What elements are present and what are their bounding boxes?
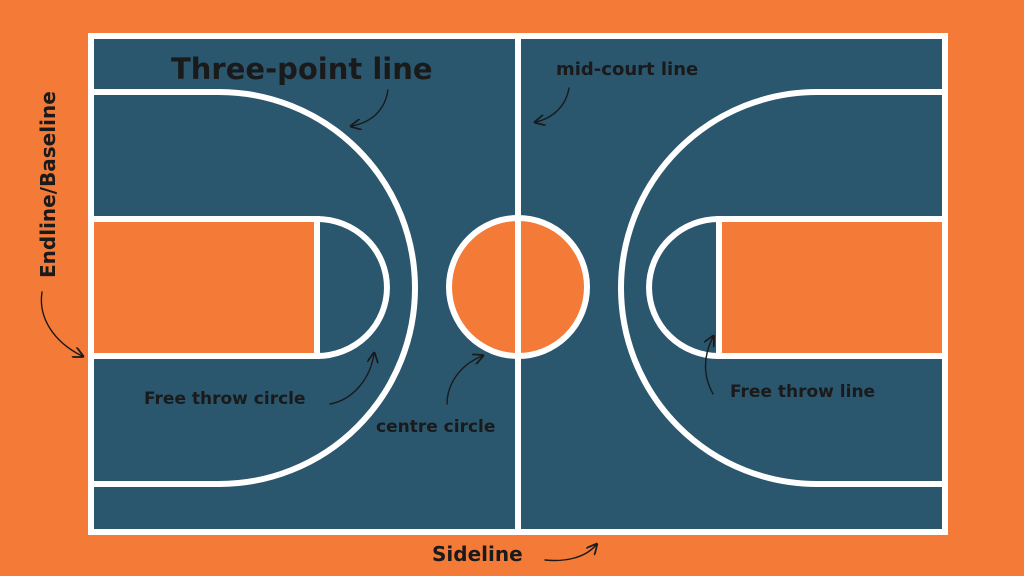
label-centre-circle: centre circle xyxy=(376,417,495,437)
label-sideline: Sideline xyxy=(432,542,523,566)
right-free-throw-circle xyxy=(646,216,720,359)
arrow-mid-court-line xyxy=(536,87,570,122)
label-three-point-line: Three-point line xyxy=(171,52,433,86)
label-free-throw-circle: Free throw circle xyxy=(144,389,306,409)
right-three-point-line xyxy=(618,89,945,487)
arrow-centre-circle xyxy=(446,356,482,405)
label-endline-baseline: Endline/Baseline xyxy=(36,91,60,278)
label-mid-court-line: mid-court line xyxy=(556,59,698,80)
right-key xyxy=(719,219,945,356)
arrow-free-throw-circle xyxy=(329,354,374,405)
left-key xyxy=(91,219,317,356)
left-three-point-line xyxy=(91,89,418,487)
left-free-throw-lane xyxy=(88,216,320,359)
centre-circle xyxy=(446,215,590,359)
arrow-sideline xyxy=(544,545,596,562)
arrow-free-throw-line xyxy=(706,337,714,395)
right-free-throw-lane xyxy=(716,216,948,359)
arrow-endline-baseline xyxy=(40,291,82,356)
label-free-throw-line: Free throw line xyxy=(730,382,875,402)
left-free-throw-circle xyxy=(316,216,390,359)
arrow-three-point-line xyxy=(352,89,389,126)
